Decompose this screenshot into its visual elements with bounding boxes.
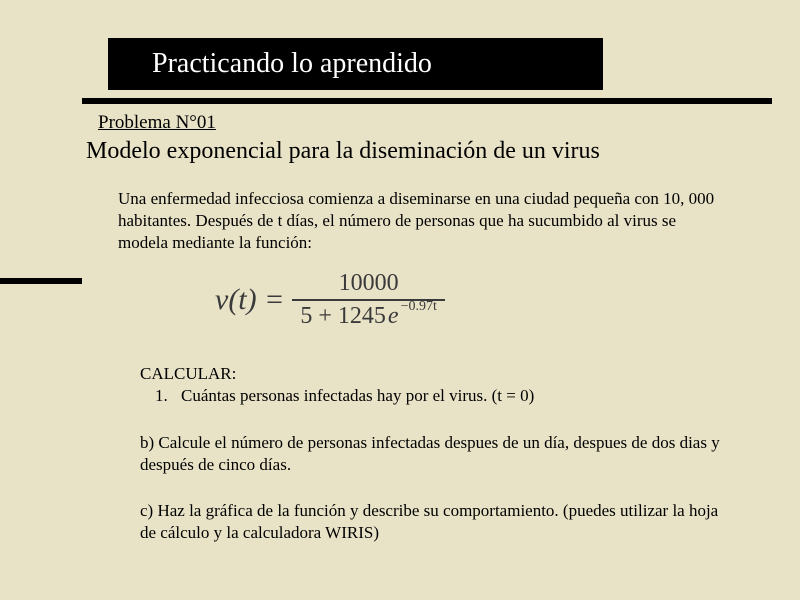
- calc-heading: CALCULAR:: [140, 364, 236, 384]
- problem-label: Problema N°01: [98, 112, 216, 134]
- horizontal-rule-left-stub: [0, 278, 82, 284]
- item-b: b) Calcule el número de personas infecta…: [140, 432, 730, 476]
- formula-denominator: 5 + 1245 e −0.97t: [292, 301, 445, 330]
- formula-numerator: 10000: [331, 270, 407, 299]
- item-a: 1. Cuántas personas infectadas hay por e…: [155, 386, 730, 406]
- subtitle: Modelo exponencial para la diseminación …: [86, 138, 600, 165]
- title-box: Practicando lo aprendido: [108, 38, 603, 90]
- item-a-number: 1.: [155, 386, 181, 406]
- formula-fraction: 10000 5 + 1245 e −0.97t: [292, 270, 445, 330]
- formula-lhs: v(t) =: [215, 283, 284, 317]
- item-a-text: Cuántas personas infectadas hay por el v…: [181, 386, 534, 406]
- formula-exponent: −0.97t: [401, 299, 437, 315]
- formula-den-left: 5 + 1245: [300, 303, 386, 330]
- formula: v(t) = 10000 5 + 1245 e −0.97t: [215, 270, 445, 330]
- formula-e: e: [388, 303, 399, 330]
- title-text: Practicando lo aprendido: [152, 48, 432, 80]
- horizontal-rule-top: [82, 98, 772, 104]
- intro-paragraph: Una enfermedad infecciosa comienza a dis…: [118, 188, 730, 254]
- item-c: c) Haz la gráfica de la función y descri…: [140, 500, 730, 544]
